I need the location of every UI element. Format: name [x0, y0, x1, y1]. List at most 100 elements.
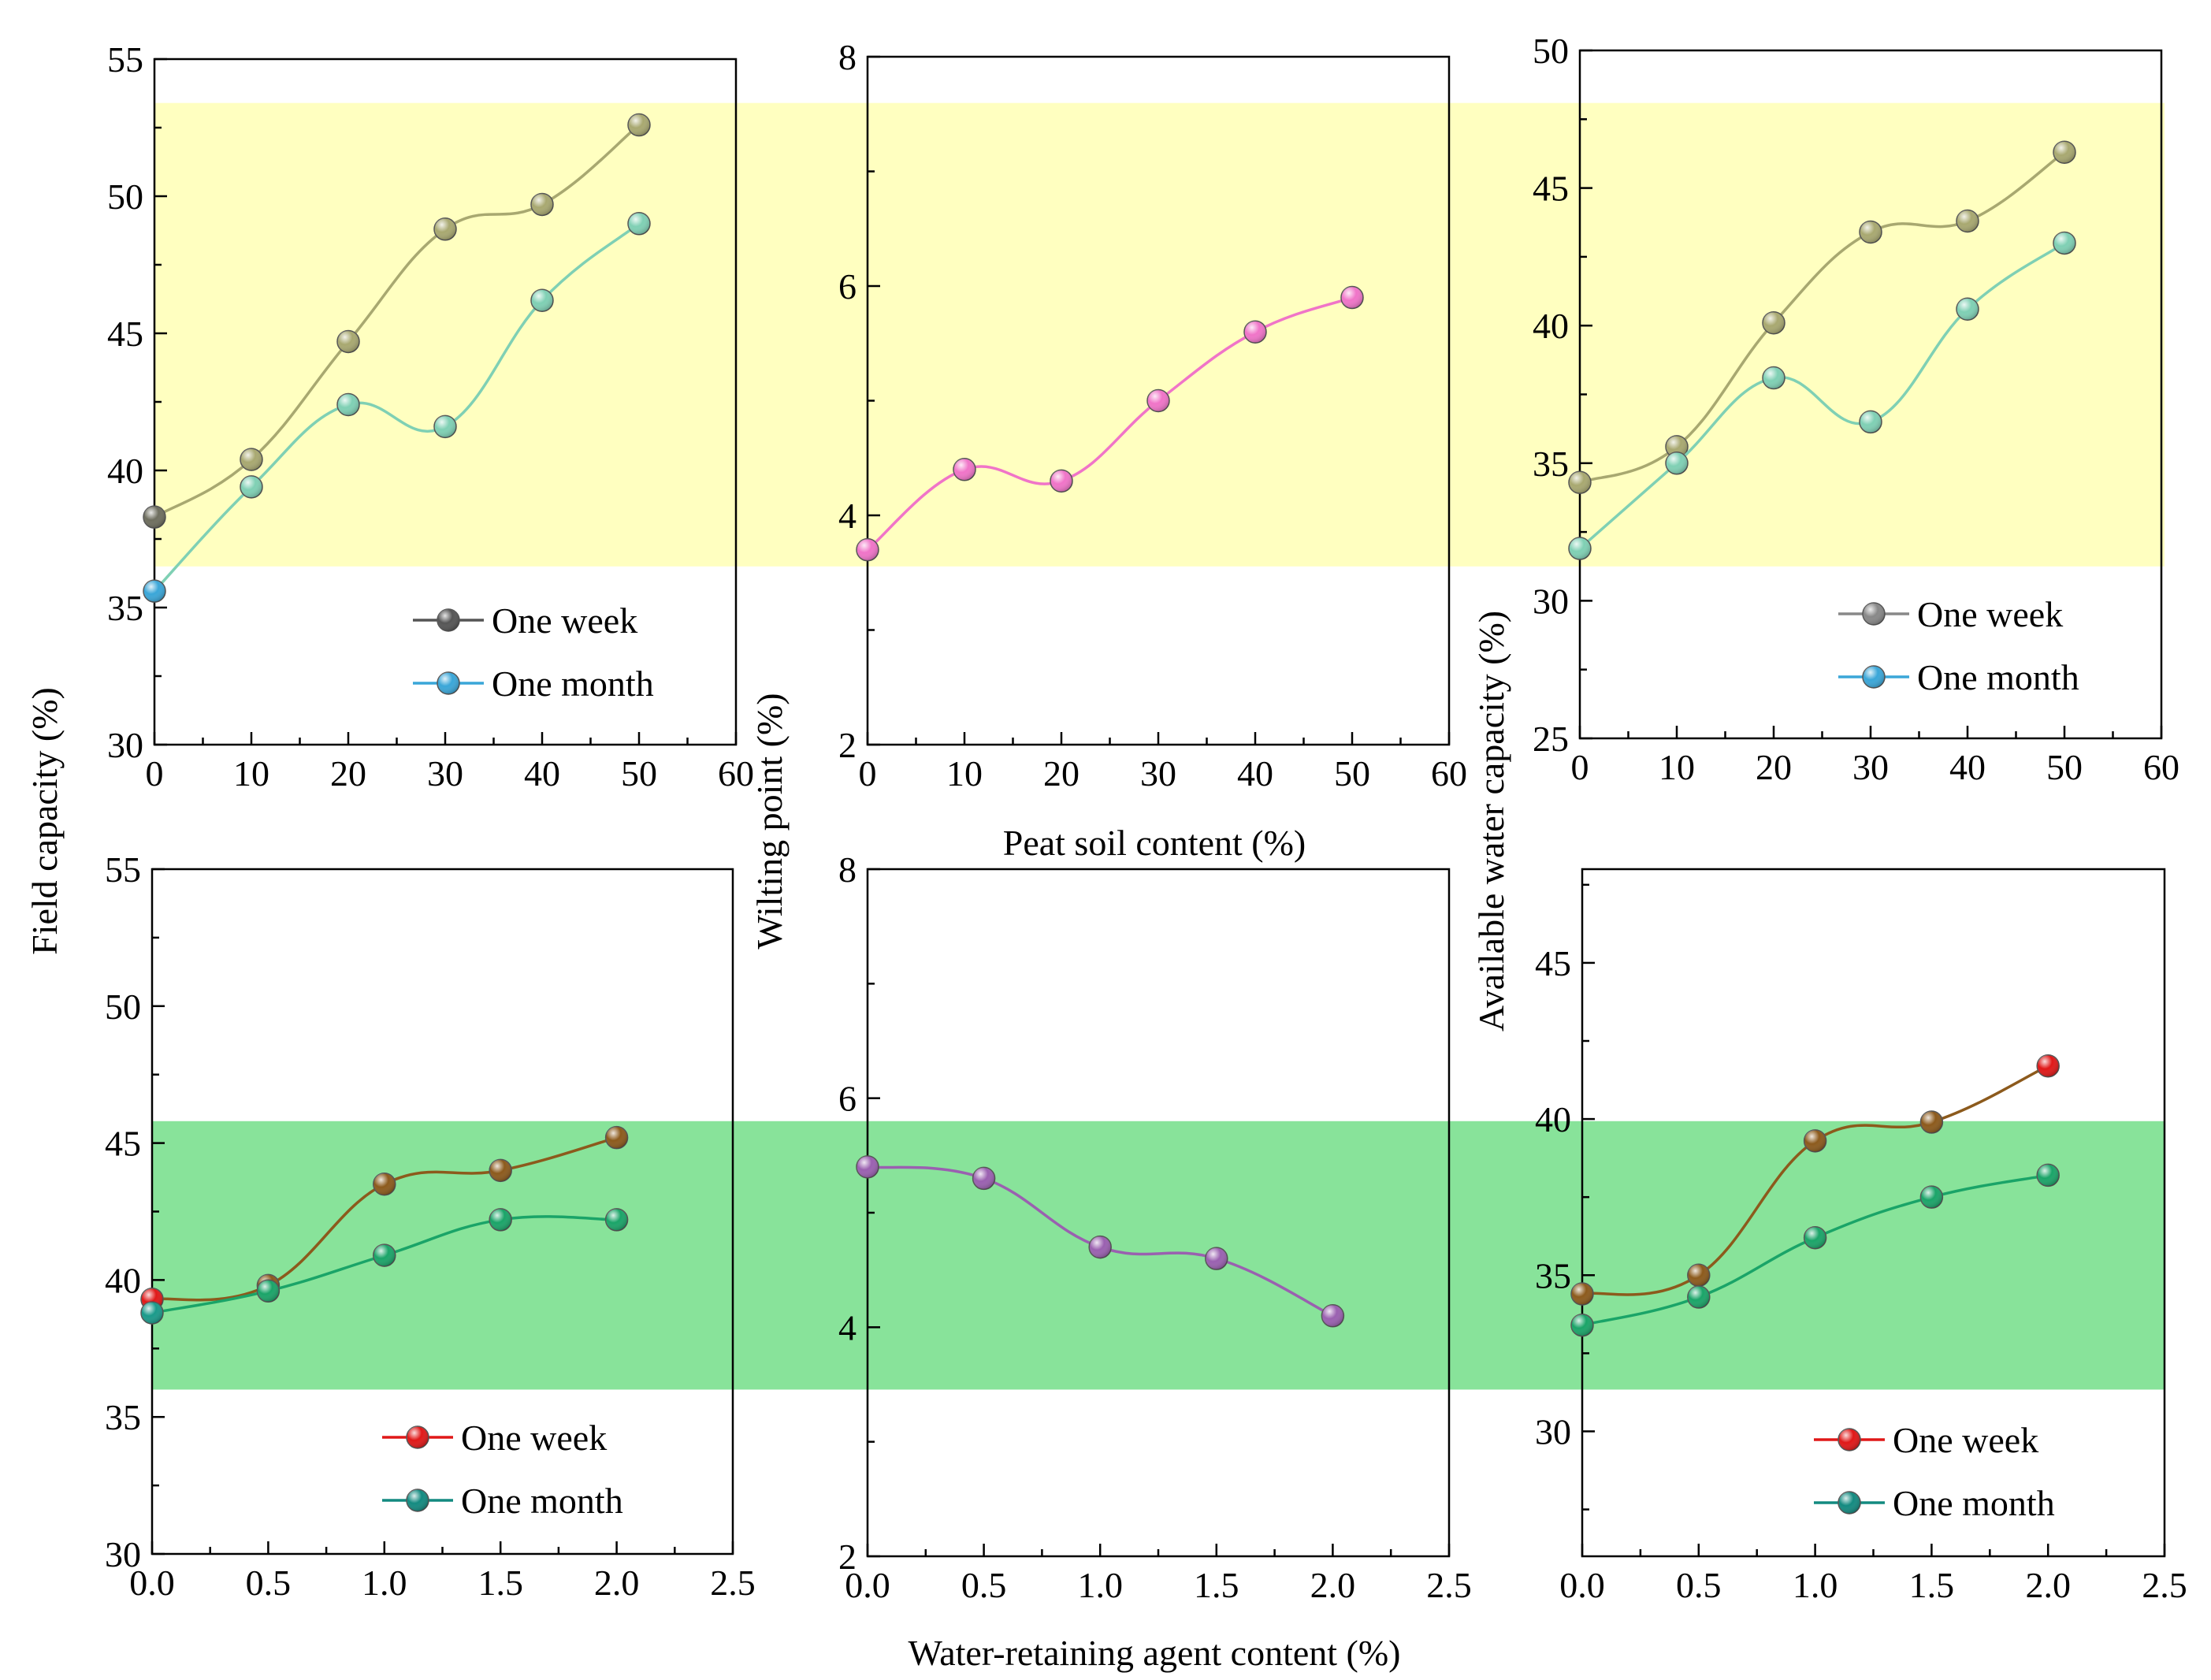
x-tick-label: 1.5	[1194, 1565, 1239, 1605]
y-tick-label: 50	[105, 987, 141, 1027]
x-tick-label: 30	[427, 753, 463, 794]
x-tick-label: 50	[1334, 753, 1370, 794]
y-tick-label: 45	[1535, 943, 1571, 983]
subplot-bottom-middle: 0.0 0.5 1.0 1.5 2.0 2.5 2 4 6 8	[838, 849, 1472, 1605]
data-point	[256, 1279, 281, 1303]
x-tick-label: 50	[2046, 747, 2083, 787]
data-point	[856, 1155, 879, 1179]
x-tick-label: 40	[1949, 747, 1986, 787]
x-tick-label: 1.0	[362, 1563, 407, 1603]
y-tick-label: 45	[105, 1124, 141, 1164]
x-tick-label: 1.5	[1909, 1565, 1955, 1605]
data-point	[1762, 310, 1786, 335]
data-point	[1570, 1313, 1594, 1337]
data-point	[1665, 435, 1689, 459]
y-tick-label: 55	[105, 849, 141, 890]
data-point	[1956, 209, 1979, 233]
x-tick-label: 2.0	[594, 1563, 640, 1603]
x-tick-label: 0	[1571, 747, 1589, 787]
x-tick-label: 2.5	[1426, 1565, 1472, 1605]
data-point	[489, 1208, 512, 1232]
data-point	[433, 217, 457, 241]
subplot-top-middle: 0 10 20 30 40 50 60 2 4 6 8	[838, 37, 1467, 794]
x-tick-label: 0.0	[129, 1563, 175, 1603]
legend-marker	[1838, 1428, 1861, 1451]
legend-marker	[406, 1489, 429, 1512]
y-tick-label: 55	[107, 39, 143, 80]
data-point	[972, 1166, 996, 1191]
data-point	[336, 329, 360, 354]
x-tick-label: 0.5	[1676, 1565, 1722, 1605]
ylabel-available-water-capacity: Available water capacity (%)	[1471, 611, 1511, 1031]
legend-marker	[1862, 665, 1886, 689]
data-point	[627, 212, 651, 236]
legend-label: One week	[492, 600, 637, 641]
y-tick-label: 6	[838, 266, 857, 307]
subplot-bottom-right: 0.0 0.5 1.0 1.5 2.0 2.5 30 35 40 45 One week One mo…	[1535, 868, 2187, 1605]
x-tick-label: 2.0	[2025, 1565, 2071, 1605]
legend-item: One month	[382, 1481, 623, 1521]
legend-label: One month	[1893, 1483, 2055, 1523]
subplot-bottom-left: 0.0 0.5 1.0 1.5 2.0 2.5 30 35 40 45 50 55 One week On…	[105, 849, 756, 1603]
data-point	[373, 1172, 396, 1196]
legend-label: One month	[492, 663, 654, 704]
xlabel-peat-soil-content: Peat soil content (%)	[1003, 823, 1306, 863]
data-point	[530, 288, 554, 312]
data-point	[1803, 1129, 1827, 1153]
x-tick-label: 1.5	[478, 1563, 523, 1603]
legend-marker	[437, 608, 460, 632]
data-point	[1919, 1110, 1944, 1134]
data-point	[1568, 470, 1592, 494]
y-tick-label: 35	[1535, 1255, 1571, 1295]
data-point	[604, 1125, 629, 1150]
data-point	[240, 475, 263, 499]
legend-label: One month	[461, 1481, 623, 1521]
data-point	[1088, 1235, 1112, 1259]
x-tick-label: 0.5	[246, 1563, 292, 1603]
legend-marker	[437, 671, 460, 695]
x-tick-label: 2.5	[710, 1563, 756, 1603]
data-point	[1570, 1282, 1594, 1306]
y-tick-label: 2	[838, 1537, 857, 1577]
y-tick-label: 30	[105, 1534, 141, 1574]
data-point	[240, 448, 263, 471]
legend-marker	[1862, 602, 1886, 626]
legend-marker	[406, 1425, 429, 1449]
axis-titles: Field capacity (%) Wilting point (%) Ava…	[24, 611, 1511, 1673]
x-tick-label: 20	[330, 753, 366, 794]
legend-item: One week	[382, 1418, 607, 1458]
x-tick-label: 40	[524, 753, 560, 794]
data-point	[1803, 1225, 1827, 1250]
y-tick-label: 35	[107, 588, 143, 628]
y-tick-label: 40	[105, 1260, 141, 1300]
subplots: 0 10 20 30 40 50 60 30 35 40 45 50 55 One week One mon…	[105, 31, 2187, 1605]
data-point	[336, 392, 360, 417]
data-point	[140, 1301, 164, 1325]
data-point	[2053, 140, 2076, 164]
x-tick-label: 40	[1237, 753, 1273, 794]
x-tick-label: 20	[1043, 753, 1079, 794]
data-point	[530, 192, 554, 217]
y-tick-label: 30	[1535, 1411, 1571, 1451]
data-point	[1665, 452, 1689, 475]
legend-marker	[1838, 1491, 1861, 1515]
legend-item: One month	[1814, 1483, 2055, 1523]
subplot-top-right: 0 10 20 30 40 50 60 25 30 35 40 45 50 One week One mon…	[1533, 31, 2179, 787]
y-tick-label: 50	[1533, 31, 1569, 71]
legend-item: One month	[413, 663, 654, 704]
legend-item: One week	[1814, 1420, 2038, 1460]
legend-label: One month	[1917, 657, 2079, 697]
y-tick-label: 25	[1533, 719, 1569, 759]
y-tick-label: 30	[107, 725, 143, 765]
x-tick-label: 2.5	[2142, 1565, 2187, 1605]
x-tick-label: 1.0	[1077, 1565, 1123, 1605]
x-tick-label: 60	[1431, 753, 1467, 794]
y-tick-label: 40	[107, 451, 143, 491]
band-yellow-top-row	[154, 102, 2165, 567]
x-tick-label: 0.0	[1559, 1565, 1605, 1605]
data-point	[2036, 1163, 2060, 1188]
x-tick-label: 30	[1140, 753, 1176, 794]
x-tick-label: 10	[946, 753, 983, 794]
data-point	[1340, 285, 1364, 310]
